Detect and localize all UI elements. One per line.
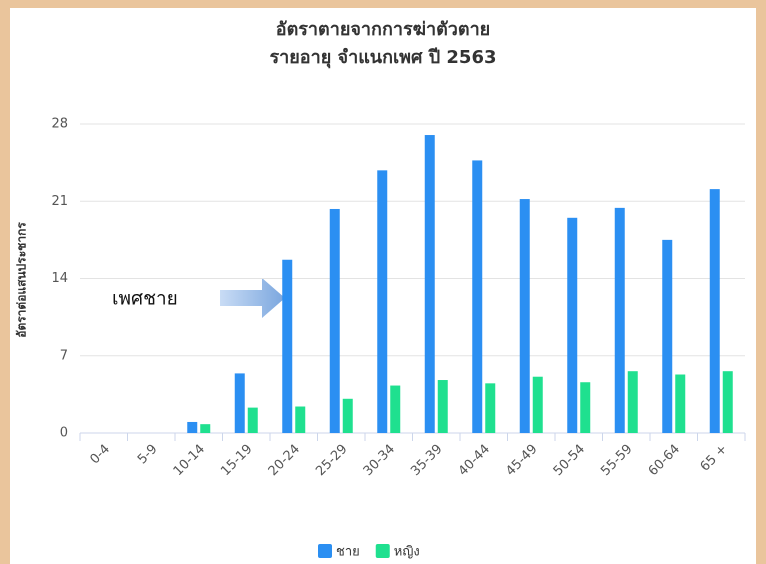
legend-swatch <box>318 544 332 558</box>
bar <box>580 382 591 433</box>
bar <box>614 207 625 433</box>
y-axis-label: อัตราต่อแสนประชากร <box>15 222 29 338</box>
bar <box>200 424 211 433</box>
bar <box>485 383 496 433</box>
legend-swatch <box>375 544 390 558</box>
annotation-arrow <box>220 278 285 318</box>
bar <box>342 398 353 433</box>
y-tick-label: 0 <box>60 426 68 441</box>
bar <box>472 160 483 434</box>
bar <box>532 376 543 433</box>
bar <box>627 371 638 433</box>
bar <box>567 217 578 433</box>
bar <box>662 239 673 433</box>
legend-label: หญิง <box>394 545 420 560</box>
bar <box>282 259 293 433</box>
bar <box>675 374 686 433</box>
bar <box>519 199 530 433</box>
bar <box>722 371 733 433</box>
y-tick-label: 28 <box>51 117 68 132</box>
y-tick-label: 14 <box>51 271 68 286</box>
bar <box>709 189 720 433</box>
y-tick-label: 21 <box>51 194 68 209</box>
chart-title: อัตราตายจากการฆ่าตัวตาย <box>276 19 490 40</box>
y-tick-label: 7 <box>60 348 68 363</box>
bar <box>377 170 388 433</box>
bar <box>437 380 448 433</box>
bar <box>390 385 401 433</box>
bar <box>295 406 306 433</box>
legend-label: ชาย <box>336 545 360 560</box>
chart-subtitle: รายอายุ จำแนกเพศ ปี 2563 <box>269 47 496 69</box>
bar <box>234 373 245 433</box>
annotation: เพศชาย <box>112 288 178 310</box>
bar <box>329 208 340 433</box>
bar <box>187 421 198 433</box>
bar <box>247 407 258 433</box>
bar <box>424 135 435 434</box>
